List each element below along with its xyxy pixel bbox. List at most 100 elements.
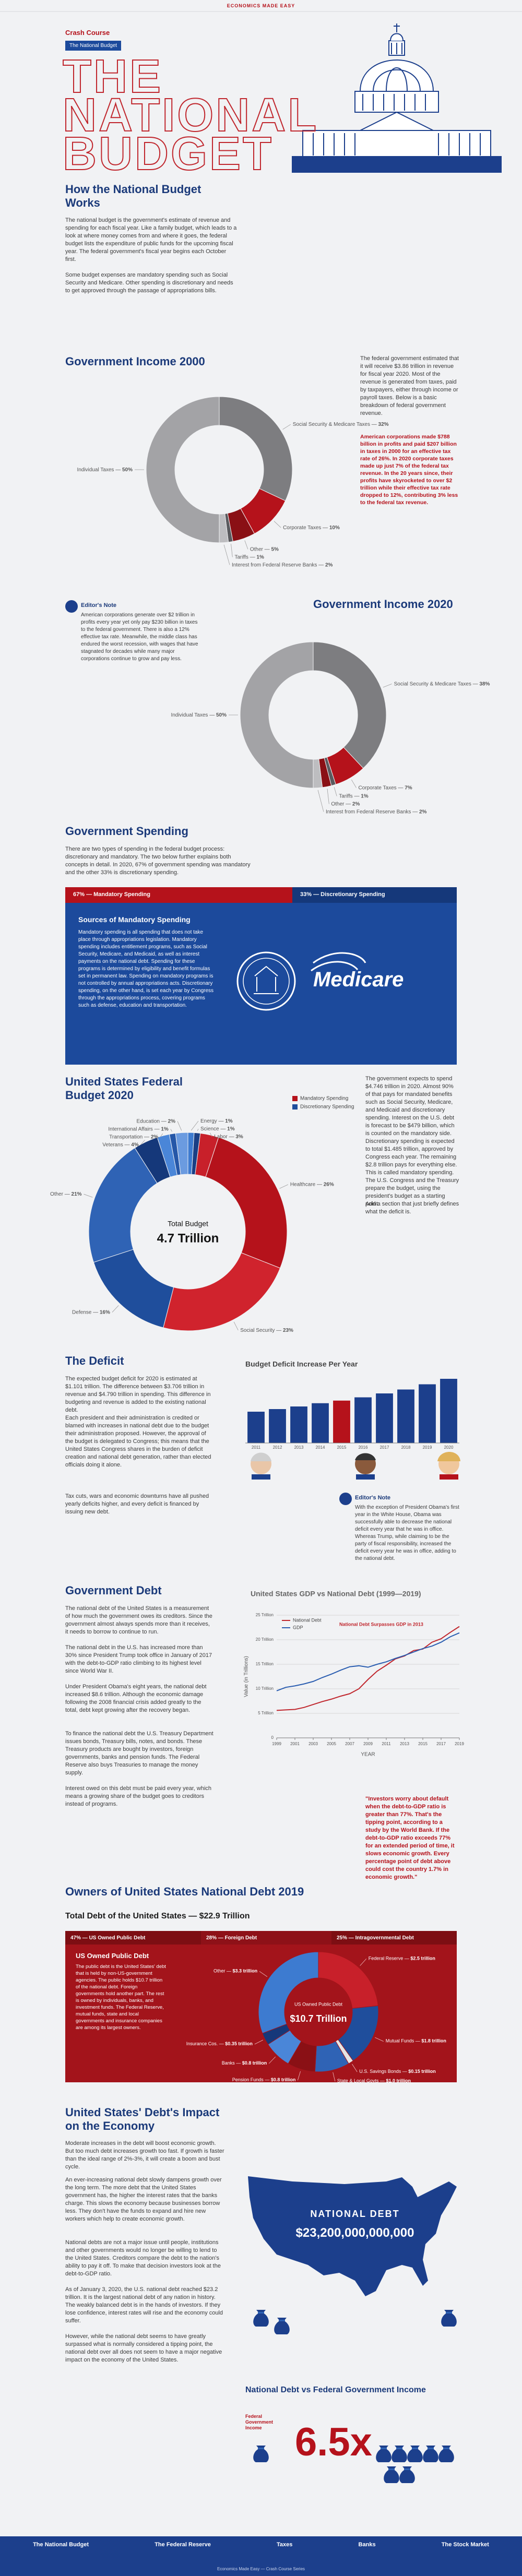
quote: "Investors worry about default when the …: [365, 1796, 455, 1880]
heading: Government Spending: [65, 825, 188, 838]
heading: The Deficit: [65, 1354, 124, 1367]
y-tick-label: 10 Trillion: [256, 1686, 274, 1691]
highlight: American corporations made $788 billion …: [360, 434, 458, 506]
slice-category: Labor: [214, 1134, 228, 1140]
slice-value-label: 23%: [283, 1328, 293, 1333]
slice-category: Other: [331, 801, 345, 807]
heading: Government Income 2020: [313, 598, 453, 611]
slice-value-label: $3.3 trillion: [233, 1969, 258, 1974]
paragraph: Tax cuts, wars and economic downturns ha…: [65, 1493, 209, 1515]
slice-separator: —: [217, 1118, 226, 1124]
slice-category: Interest from Federal Reserve Banks: [232, 562, 317, 568]
slice-category: Healthcare: [290, 1182, 316, 1187]
slice-category: Other: [250, 546, 264, 552]
slice-label: Education — 2%: [137, 1118, 176, 1124]
bar: [354, 1397, 372, 1443]
slice-separator: —: [397, 785, 405, 791]
slice-label: Interest from Federal Reserve Banks — 2%: [232, 562, 333, 568]
box-heading: Sources of Mandatory Spending: [78, 915, 191, 924]
annotation: National Debt Surpasses GDP in 2013: [339, 1621, 423, 1627]
heading: Government Debt: [65, 1584, 162, 1597]
leader-line: [268, 2056, 276, 2064]
y-tick-label: 5 Trillion: [258, 1711, 274, 1715]
slice-category: Banks: [222, 2060, 235, 2066]
donut-slice: [219, 396, 293, 502]
footer-bg: [0, 2536, 522, 2576]
leader-line: [351, 779, 357, 788]
slice-value-label: 1%: [225, 1118, 233, 1124]
x-tick-label: 2009: [363, 1742, 373, 1746]
leader-line: [259, 1971, 268, 1977]
paragraph: The expected budget deficit for 2020 is …: [65, 1376, 211, 1413]
heading: Owners of United States National Debt 20…: [65, 1885, 304, 1898]
slice-label: Labor — 3%: [214, 1134, 243, 1140]
slice-label: Other — $3.3 trillion: [213, 1969, 257, 1974]
donut-slice: [146, 396, 220, 543]
slice-label: Social Security & Medicare Taxes — 32%: [293, 422, 389, 427]
slice-category: Corporate Taxes: [283, 525, 321, 531]
box-text: The public debt is the United States' de…: [76, 1964, 166, 2031]
slice-separator: —: [414, 2038, 421, 2044]
slice-category: State & Local Govts: [337, 2079, 379, 2084]
x-axis-label: YEAR: [361, 1752, 375, 1758]
paragraph: Add a section that just briefly defines …: [365, 1201, 459, 1215]
slice-separator: —: [317, 562, 325, 568]
footer-link[interactable]: The Stock Market: [441, 2542, 489, 2548]
share-label: 28% — Foreign Debt: [206, 1935, 257, 1941]
spending-box: [65, 887, 457, 1065]
paragraph: The national debt in the U.S. has increa…: [65, 1644, 212, 1674]
map-value: $23,200,000,000,000: [295, 2226, 414, 2240]
share-label: 67% — Mandatory Spending: [73, 891, 150, 898]
slice-category: Interest from Federal Reserve Banks: [326, 809, 411, 815]
leader-line: [140, 1140, 145, 1145]
paragraph: An ever-increasing national debt slowly …: [65, 2177, 222, 2222]
paragraph: The national budget is the government's …: [65, 217, 237, 263]
leader-line: [177, 1121, 182, 1131]
bar: [419, 1384, 436, 1443]
slice-value-label: 1%: [227, 1126, 235, 1132]
y-tick-label: 0: [271, 1735, 274, 1740]
bar: [312, 1403, 329, 1443]
slice-label: Individual Taxes — 50%: [77, 467, 133, 473]
slice-category: International Affairs: [108, 1126, 152, 1132]
note-heading: Editor's Note: [355, 1495, 391, 1501]
x-tick-label: 2015: [337, 1445, 347, 1450]
slice-category: Mutual Funds: [386, 2038, 414, 2044]
leader-line: [317, 790, 324, 812]
slice-value-label: 38%: [479, 681, 490, 687]
title-line: NATIONAL: [62, 89, 319, 141]
footer-link[interactable]: The Federal Reserve: [155, 2542, 211, 2548]
slice-separator: —: [235, 2060, 242, 2066]
slice-value-label: $0.8 trillion: [271, 2078, 296, 2083]
icon-label: Federal Government Income: [245, 2414, 274, 2430]
footer-link[interactable]: The National Budget: [33, 2542, 89, 2548]
footer-link[interactable]: Taxes: [277, 2542, 293, 2548]
leader-line: [333, 2072, 336, 2082]
slice-separator: —: [263, 546, 271, 552]
x-tick-label: 2020: [444, 1445, 454, 1450]
donut-slice: [93, 1249, 174, 1328]
x-tick-label: 2019: [455, 1742, 464, 1746]
slice-value-label: 2%: [151, 1134, 159, 1140]
slice-value-label: 32%: [378, 422, 389, 427]
slice-category: Pension Funds: [232, 2078, 264, 2083]
leader-line: [191, 1120, 199, 1131]
leader-line: [383, 683, 392, 688]
slice-label: Interest from Federal Reserve Banks — 2%: [326, 809, 427, 815]
leader-line: [244, 540, 248, 550]
slice-label: International Affairs — 1%: [108, 1126, 169, 1132]
slice-label: Veterans — 4%: [102, 1142, 139, 1148]
editor-avatar: [339, 1493, 352, 1505]
slice-label: Other — 5%: [250, 546, 279, 552]
leader-line: [352, 2064, 358, 2072]
series-line: [276, 1626, 460, 1711]
bar: [247, 1412, 265, 1443]
center-label: $10.7 Trillion: [290, 2013, 347, 2024]
capitol-illustration: [292, 23, 502, 173]
bar: [269, 1409, 286, 1443]
slice-category: Other: [213, 1969, 226, 1974]
slice-separator: —: [208, 712, 216, 718]
paragraph: Some budget expenses are mandatory spend…: [65, 272, 233, 294]
footer-link[interactable]: Banks: [358, 2542, 376, 2548]
tag[interactable]: The National Budget: [65, 41, 122, 51]
